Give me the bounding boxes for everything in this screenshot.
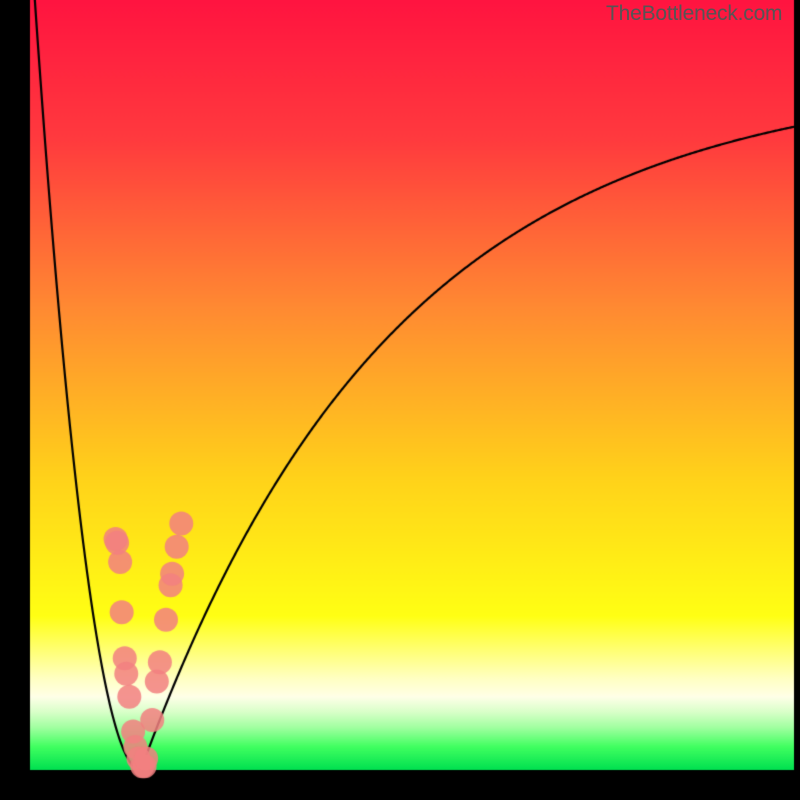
watermark-text: TheBottleneck.com [606, 2, 782, 26]
bottleneck-chart-canvas [0, 0, 800, 800]
